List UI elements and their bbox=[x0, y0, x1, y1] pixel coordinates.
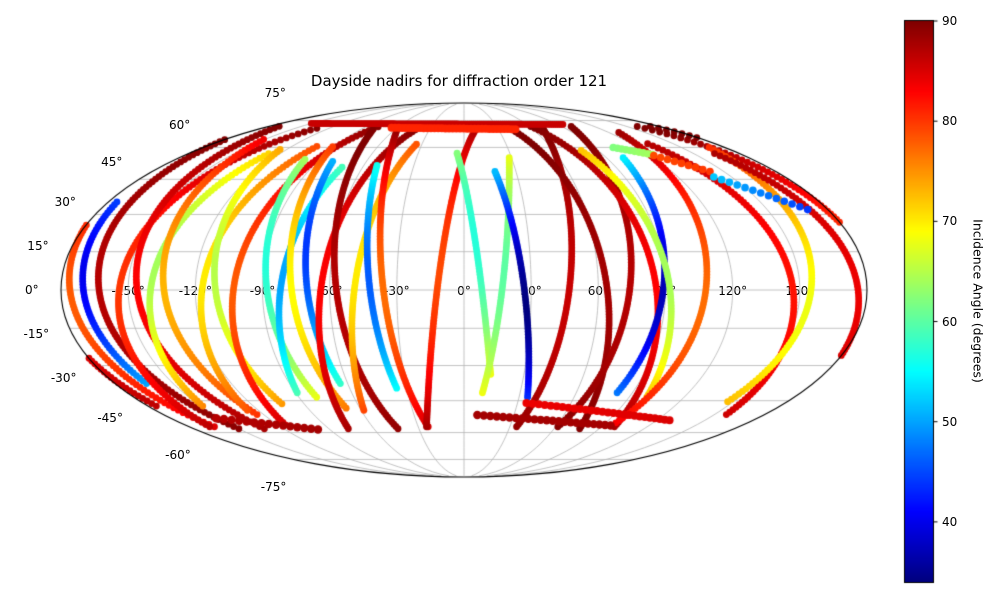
chart-title: Dayside nadirs for diffraction order 121 bbox=[310, 72, 608, 90]
